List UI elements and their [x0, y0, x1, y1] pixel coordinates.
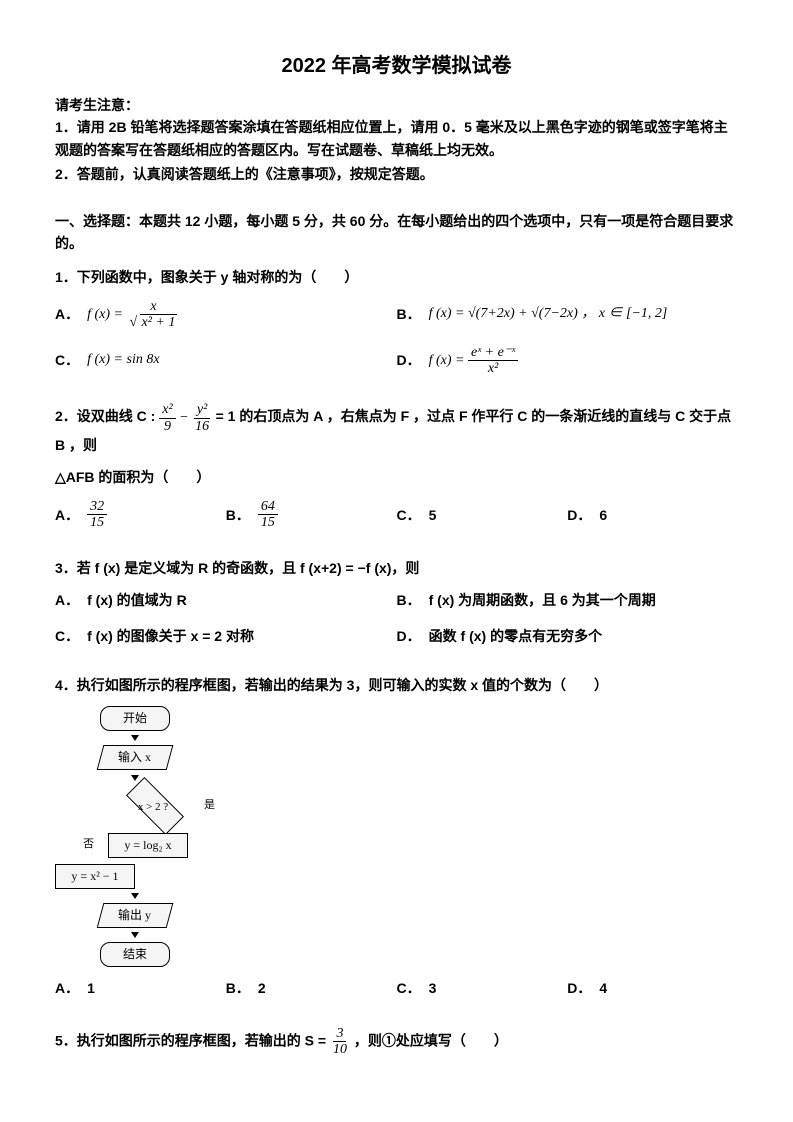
flow-end: 结束: [100, 942, 170, 967]
q4-option-a: A． 1: [55, 977, 226, 999]
q2-option-c: C． 5: [397, 499, 568, 531]
option-label: C．: [55, 349, 79, 371]
q2-stem: 2．设双曲线 C : x²9 − y²16 = 1 的右顶点为 A ，右焦点为 …: [55, 402, 738, 456]
option-label: A．: [55, 589, 79, 611]
q4-stem-text: 4．执行如图所示的程序框图，若输出的结果为 3，则可输入的实数 x 值的个数为（…: [55, 677, 608, 693]
q3-d-text: 函数 f (x) 的零点有无穷多个: [429, 625, 602, 647]
option-label: D．: [397, 349, 421, 371]
q3-stem: 3．若 f (x) 是定义域为 R 的奇函数，且 f (x+2) = −f (x…: [55, 557, 738, 579]
q5-stem-post: ，则①处应填写（ ）: [354, 1032, 508, 1048]
q5-stem-pre: 5．执行如图所示的程序框图，若输出的 S =: [55, 1032, 330, 1048]
q4-d-text: 4: [599, 977, 607, 999]
flow-input: 输入 x: [97, 745, 174, 770]
q3-c-text: f (x) 的图像关于 x = 2 对称: [87, 625, 254, 647]
q3-b-text: f (x) 为周期函数，且 6 为其一个周期: [429, 589, 656, 611]
option-label: B．: [226, 977, 250, 999]
fx-lhs: f (x) =: [429, 353, 468, 368]
flow-condition: x > 2 ?: [126, 777, 184, 835]
q2-c-text: 5: [429, 504, 437, 526]
notice-item-1: 1．请用 2B 铅笔将选择题答案涂填在答题纸相应位置上，请用 0．5 毫米及以上…: [55, 116, 738, 161]
q1-option-b: B． f (x) = √(7+2x) + √(7−2x) ， x ∈ [−1, …: [397, 299, 739, 331]
q4-option-b: B． 2: [226, 977, 397, 999]
frac-den: 16: [192, 419, 212, 434]
q4-options: A． 1 B． 2 C． 3 D． 4: [55, 977, 738, 1013]
option-label: A．: [55, 504, 79, 526]
q1-option-d: D． f (x) = eˣ + e⁻ˣ x²: [397, 345, 739, 377]
option-label: C．: [397, 504, 421, 526]
q2-option-a: A． 3215: [55, 499, 226, 531]
arrow-icon: [131, 932, 139, 938]
q3-a-text: f (x) 的值域为 R: [87, 589, 187, 611]
flow-no-box: y = x² − 1: [55, 864, 135, 889]
q1-stem: 1．下列函数中，图象关于 y 轴对称的为（ ）: [55, 266, 738, 288]
notice-heading: 请考生注意：: [55, 94, 738, 116]
frac-den: x² + 1: [140, 314, 178, 330]
page-title: 2022 年高考数学模拟试卷: [55, 50, 738, 82]
flow-yes-box: y = log₂ x: [108, 833, 188, 858]
frac-num: x²: [159, 402, 175, 418]
option-label: D．: [567, 977, 591, 999]
flow-no-label: 否: [83, 836, 94, 854]
q4-b-text: 2: [258, 977, 266, 999]
flow-start: 开始: [100, 706, 170, 731]
q1-options: A． f (x) = x x² + 1 B． f (x) = √(7+2x) +…: [55, 299, 738, 391]
frac-num: 32: [87, 499, 107, 515]
option-label: C．: [55, 625, 79, 647]
q4-stem: 4．执行如图所示的程序框图，若输出的结果为 3，则可输入的实数 x 值的个数为（…: [55, 674, 738, 696]
arrow-icon: [131, 893, 139, 899]
q4-option-c: C． 3: [397, 977, 568, 999]
option-label: C．: [397, 977, 421, 999]
arrow-icon: [131, 735, 139, 741]
q3-stem-text: 3．若 f (x) 是定义域为 R 的奇函数，且 f (x+2) = −f (x…: [55, 560, 419, 576]
section-1-heading: 一、选择题：本题共 12 小题，每小题 5 分，共 60 分。在每小题给出的四个…: [55, 210, 738, 255]
q4-option-d: D． 4: [567, 977, 738, 999]
q2-stem-pre: 2．设双曲线 C :: [55, 408, 159, 424]
q2-options: A． 3215 B． 6415 C． 5 D． 6: [55, 499, 738, 545]
q1-option-a: A． f (x) = x x² + 1: [55, 299, 397, 331]
option-label: B．: [397, 303, 421, 325]
frac-num: 64: [258, 499, 278, 515]
q1-stem-text: 1．下列函数中，图象关于 y 轴对称的为（ ）: [55, 269, 358, 285]
q5-stem: 5．执行如图所示的程序框图，若输出的 S = 310 ，则①处应填写（ ）: [55, 1026, 738, 1058]
option-label: A．: [55, 977, 79, 999]
q3-option-c: C． f (x) 的图像关于 x = 2 对称: [55, 625, 397, 647]
frac-num: 3: [333, 1026, 346, 1042]
q1-option-c: C． f (x) = sin 8x: [55, 345, 397, 377]
option-label: A．: [55, 303, 79, 325]
q1-c-formula: f (x) = sin 8x: [87, 349, 159, 371]
flow-output-text: 输出 y: [118, 906, 151, 925]
notice-item-2: 2．答题前，认真阅读答题纸上的《注意事项》，按规定答题。: [55, 163, 738, 185]
q3-option-b: B． f (x) 为周期函数，且 6 为其一个周期: [397, 589, 739, 611]
frac-num: y²: [194, 402, 210, 418]
q2-d-text: 6: [599, 504, 607, 526]
fx-lhs: f (x) =: [87, 307, 126, 322]
q4-a-text: 1: [87, 977, 95, 999]
frac-den: 15: [258, 515, 278, 530]
option-label: D．: [567, 504, 591, 526]
flow-cond-text: x > 2 ?: [132, 799, 174, 817]
q2-option-d: D． 6: [567, 499, 738, 531]
q3-option-a: A． f (x) 的值域为 R: [55, 589, 397, 611]
q3-option-d: D． 函数 f (x) 的零点有无穷多个: [397, 625, 739, 647]
q1-a-formula: f (x) = x x² + 1: [87, 299, 180, 331]
q4-c-text: 3: [429, 977, 437, 999]
flow-output: 输出 y: [97, 903, 174, 928]
q1-d-formula: f (x) = eˣ + e⁻ˣ x²: [429, 345, 519, 377]
flow-yes-label: 是: [204, 797, 215, 815]
q3-options: A． f (x) 的值域为 R B． f (x) 为周期函数，且 6 为其一个周…: [55, 589, 738, 662]
frac-den: 9: [161, 419, 174, 434]
frac-num: x: [147, 299, 159, 315]
option-label: B．: [226, 504, 250, 526]
q1-b-formula: f (x) = √(7+2x) + √(7−2x) ， x ∈ [−1, 2]: [429, 303, 668, 325]
q4-flowchart: 开始 输入 x x > 2 ? 是 否 y = log₂ x y = x² − …: [55, 706, 215, 967]
frac-den: x²: [485, 361, 501, 376]
frac-num: eˣ + e⁻ˣ: [468, 345, 518, 361]
q2-stem-line2: △AFB 的面积为（ ）: [55, 466, 738, 488]
flow-input-text: 输入 x: [118, 748, 151, 767]
option-label: D．: [397, 625, 421, 647]
frac-den: 15: [87, 515, 107, 530]
option-label: B．: [397, 589, 421, 611]
frac-den: 10: [330, 1042, 350, 1057]
q2-option-b: B． 6415: [226, 499, 397, 531]
